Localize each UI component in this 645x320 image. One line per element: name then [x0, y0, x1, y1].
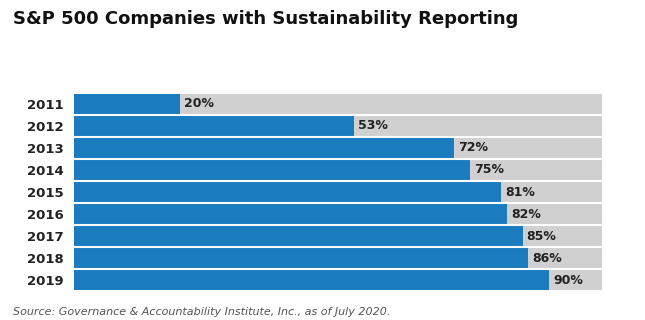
Bar: [74, 160, 470, 180]
Bar: [74, 94, 180, 114]
Bar: [74, 94, 602, 114]
Text: 86%: 86%: [532, 252, 562, 265]
Text: 72%: 72%: [458, 141, 488, 155]
Bar: [74, 226, 522, 246]
Text: 85%: 85%: [527, 229, 557, 243]
Text: 75%: 75%: [474, 164, 504, 176]
Bar: [74, 248, 528, 268]
Text: 90%: 90%: [553, 274, 583, 287]
Bar: [74, 138, 454, 158]
Text: 81%: 81%: [506, 186, 535, 198]
Text: 53%: 53%: [358, 119, 388, 132]
Bar: [74, 204, 507, 224]
Bar: [74, 138, 602, 158]
Bar: [74, 182, 602, 202]
Bar: [74, 248, 602, 268]
Bar: [74, 204, 602, 224]
Bar: [74, 116, 353, 136]
Text: 82%: 82%: [511, 208, 541, 220]
Bar: [74, 270, 602, 290]
Bar: [74, 116, 602, 136]
Bar: [74, 182, 501, 202]
Bar: [74, 270, 549, 290]
Text: S&P 500 Companies with Sustainability Reporting: S&P 500 Companies with Sustainability Re…: [13, 10, 519, 28]
Bar: [74, 160, 602, 180]
Text: 20%: 20%: [184, 97, 214, 110]
Bar: [74, 226, 602, 246]
Text: Source: Governance & Accountability Institute, Inc., as of July 2020.: Source: Governance & Accountability Inst…: [13, 307, 390, 317]
